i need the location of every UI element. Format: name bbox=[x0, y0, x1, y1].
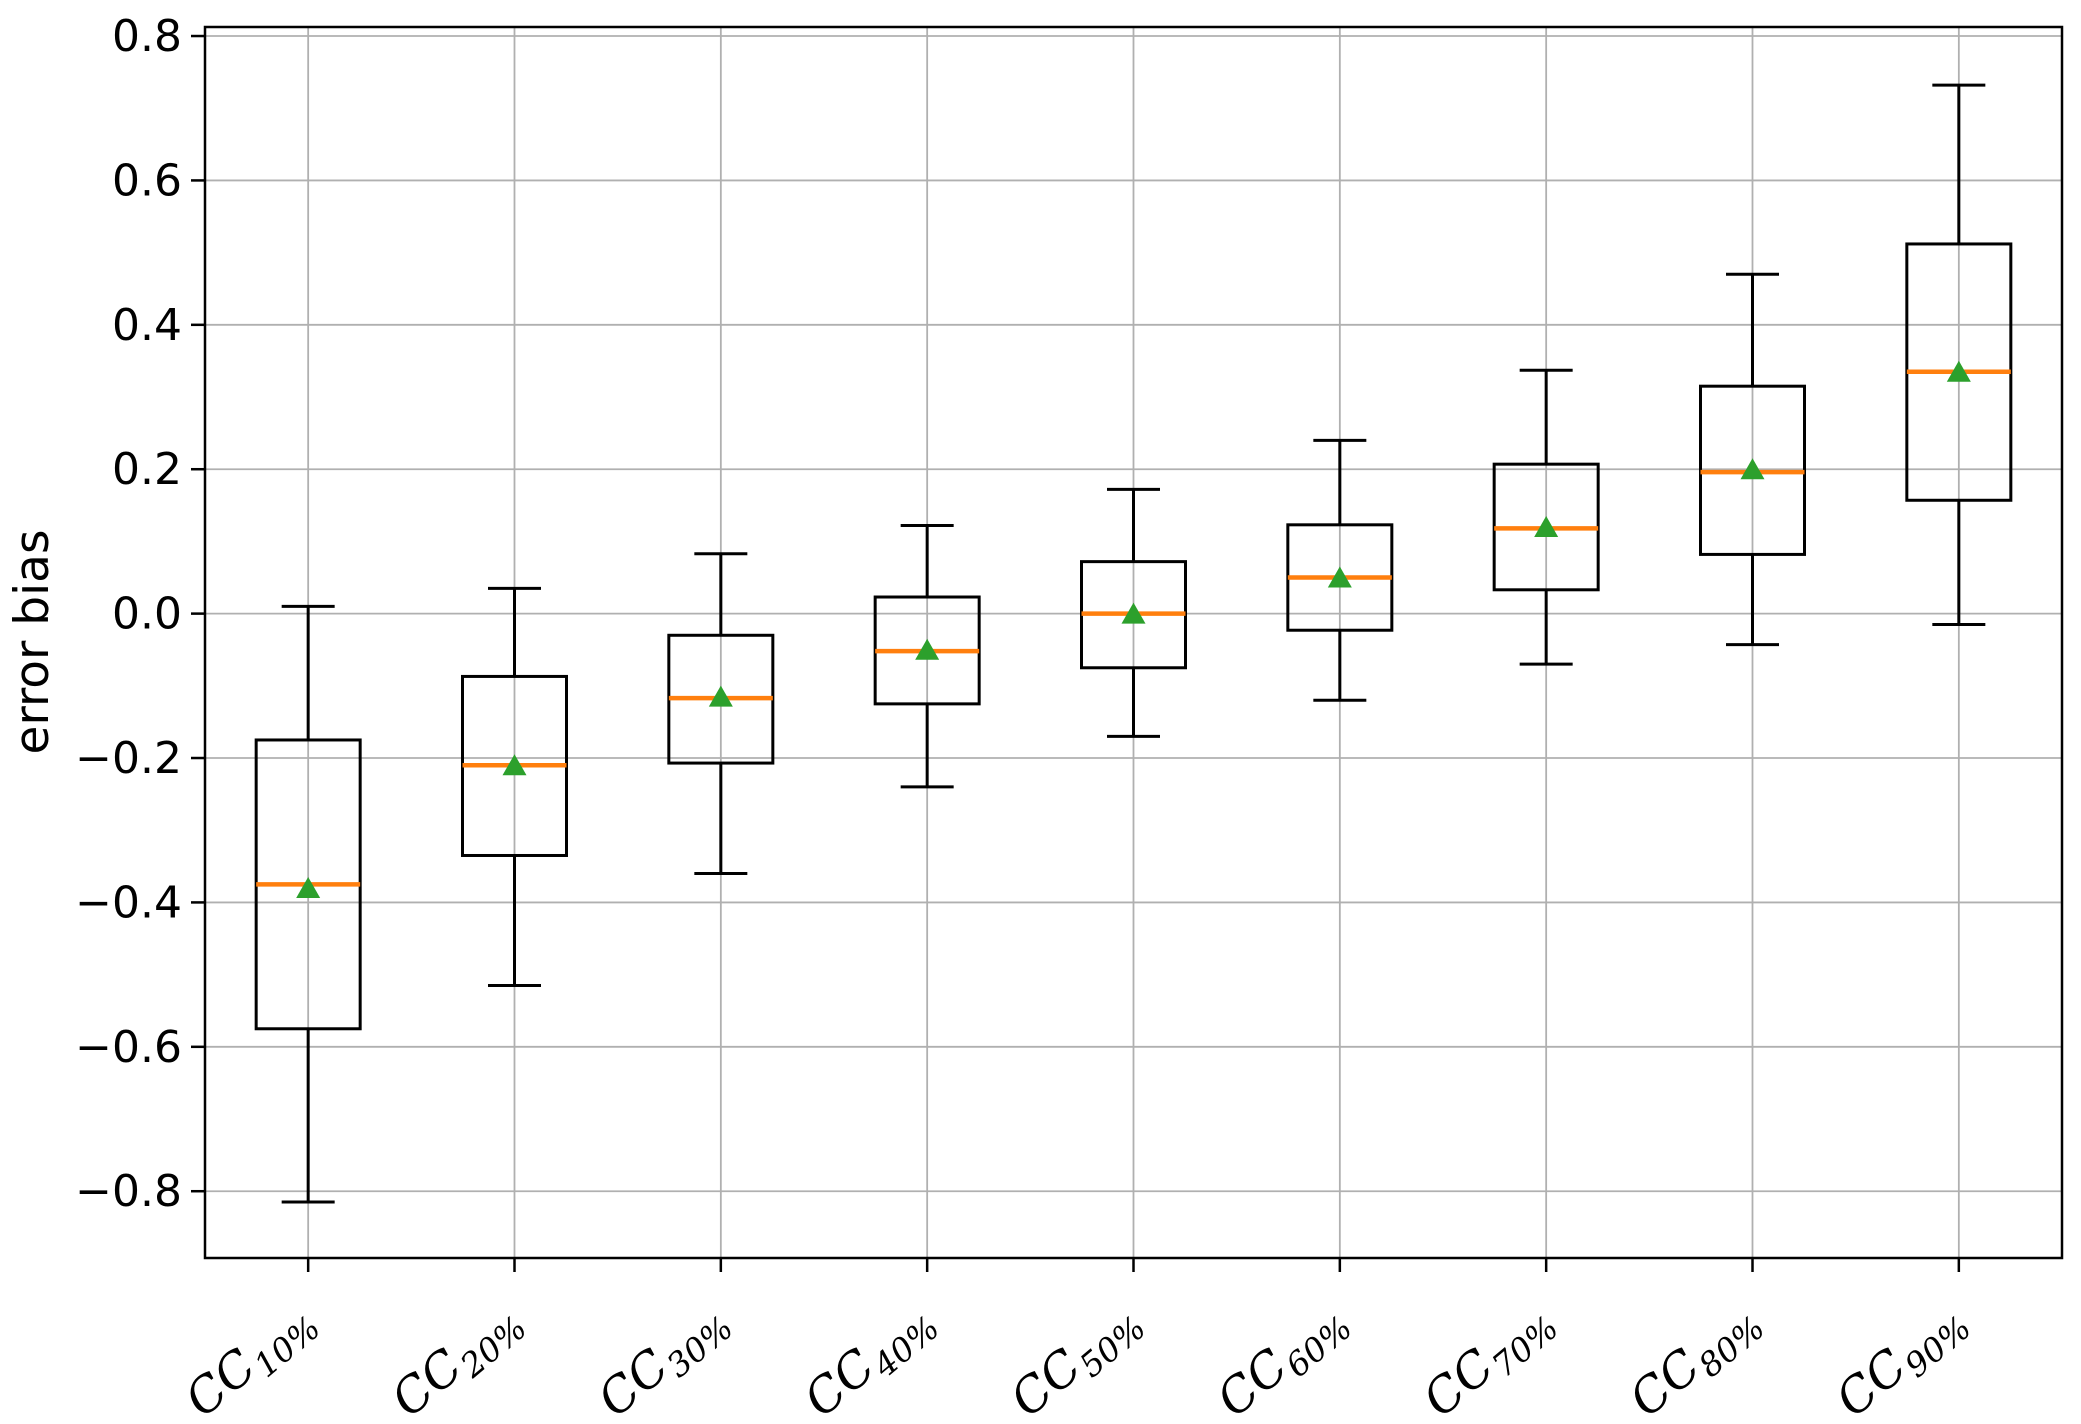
y-tick-label: −0.2 bbox=[75, 733, 182, 784]
mean-marker bbox=[1121, 602, 1146, 624]
mean-marker bbox=[1534, 515, 1559, 537]
y-tick-label: −0.6 bbox=[75, 1022, 182, 1073]
box-layer bbox=[254, 83, 2013, 1204]
mean-marker bbox=[1327, 566, 1352, 588]
box-CC50% bbox=[1080, 487, 1187, 738]
box-CC90% bbox=[1905, 83, 2013, 626]
x-tick-label: CC50% bbox=[1000, 1290, 1153, 1424]
y-axis-ticks: 0.8 0.6 0.4 0.2 0.0 −0.2 −0.4 −0.6 −0.8 bbox=[75, 11, 205, 1217]
x-tick-label: CC40% bbox=[794, 1290, 947, 1424]
mean-marker bbox=[1946, 360, 1971, 382]
mean-marker bbox=[1740, 458, 1765, 480]
x-tick-label: CC80% bbox=[1619, 1290, 1772, 1424]
y-tick-label: 0.4 bbox=[112, 300, 182, 351]
y-tick-label: −0.8 bbox=[75, 1166, 182, 1217]
y-tick-label: 0.6 bbox=[112, 155, 182, 206]
x-tick-label: CC30% bbox=[587, 1290, 740, 1424]
mean-marker bbox=[708, 685, 733, 707]
box-CC80% bbox=[1699, 272, 1806, 647]
box-CC70% bbox=[1492, 368, 1600, 666]
mean-marker bbox=[296, 876, 321, 898]
y-tick-label: 0.2 bbox=[112, 444, 182, 495]
box-CC40% bbox=[873, 524, 981, 789]
x-axis-ticks: CC10% CC20% CC30% CC40% CC50% CC60% CC70% CC80%… bbox=[175, 1258, 1978, 1424]
box-CC60% bbox=[1286, 438, 1394, 702]
y-tick-label: −0.4 bbox=[75, 877, 182, 928]
y-tick-label: 0.8 bbox=[112, 11, 182, 62]
x-tick-label: CC70% bbox=[1413, 1290, 1566, 1424]
x-tick-label: CC20% bbox=[381, 1290, 534, 1424]
x-tick-label: CC90% bbox=[1825, 1290, 1978, 1424]
box-CC10% bbox=[254, 604, 362, 1204]
y-axis-label: error bias bbox=[5, 530, 60, 755]
x-tick-label: CC60% bbox=[1206, 1290, 1359, 1424]
grid-layer bbox=[205, 27, 2062, 1258]
mean-marker bbox=[915, 638, 940, 660]
x-tick-label: CC10% bbox=[175, 1290, 328, 1424]
mean-marker bbox=[502, 754, 527, 776]
box-CC20% bbox=[461, 586, 568, 987]
y-tick-label: 0.0 bbox=[112, 589, 182, 640]
box-CC30% bbox=[667, 552, 775, 876]
